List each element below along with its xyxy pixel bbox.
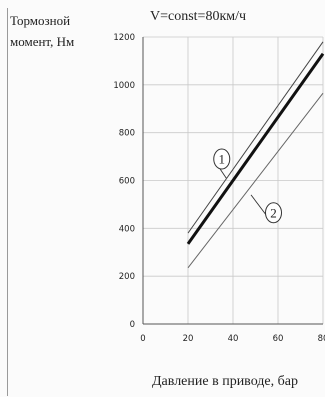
y-tick-label-600: 600 <box>119 177 135 187</box>
y-tick-label-800: 800 <box>119 129 135 139</box>
series-line-2 <box>186 52 325 245</box>
x-axis-label: Давление в приводе, бар <box>152 374 298 389</box>
y-tick-label-400: 400 <box>119 224 135 234</box>
x-tick-label-60: 60 <box>273 334 284 344</box>
x-tick-label-80: 80 <box>318 334 325 344</box>
y-axis-label: Тормозной момент, Нм <box>10 10 110 52</box>
series-line-1 <box>187 41 324 234</box>
tick-labels: 0 200 400 600 800 1000 1200 0 20 40 60 80 <box>113 33 325 344</box>
series-lines <box>186 41 325 269</box>
annotation-circle-1 <box>213 148 231 170</box>
x-tick-label-0: 0 <box>140 334 145 344</box>
y-tick-label-1200: 1200 <box>113 33 135 43</box>
annotation-label-1: 1 <box>219 151 226 166</box>
annotation-label-2: 2 <box>270 205 277 220</box>
chart-plot: 020040060080010001200020406080 12 <box>113 33 325 344</box>
y-tick-label-200: 200 <box>119 272 135 282</box>
curve-annotations: 12 <box>213 148 282 224</box>
chart-title: V=const=80км/ч <box>150 9 247 24</box>
axes <box>142 37 323 325</box>
x-tick-label-40: 40 <box>228 334 239 344</box>
x-tick-label-20: 20 <box>183 334 194 344</box>
y-tick-label-1000: 1000 <box>113 81 135 91</box>
series-line-3 <box>187 92 324 269</box>
y-axis-label-line-1: Тормозной <box>10 13 71 28</box>
y-axis-label-line-2: момент, Нм <box>10 34 75 49</box>
y-tick-label-0: 0 <box>130 320 135 330</box>
left-border-line <box>7 8 8 396</box>
annotation-circle-2 <box>265 202 282 224</box>
